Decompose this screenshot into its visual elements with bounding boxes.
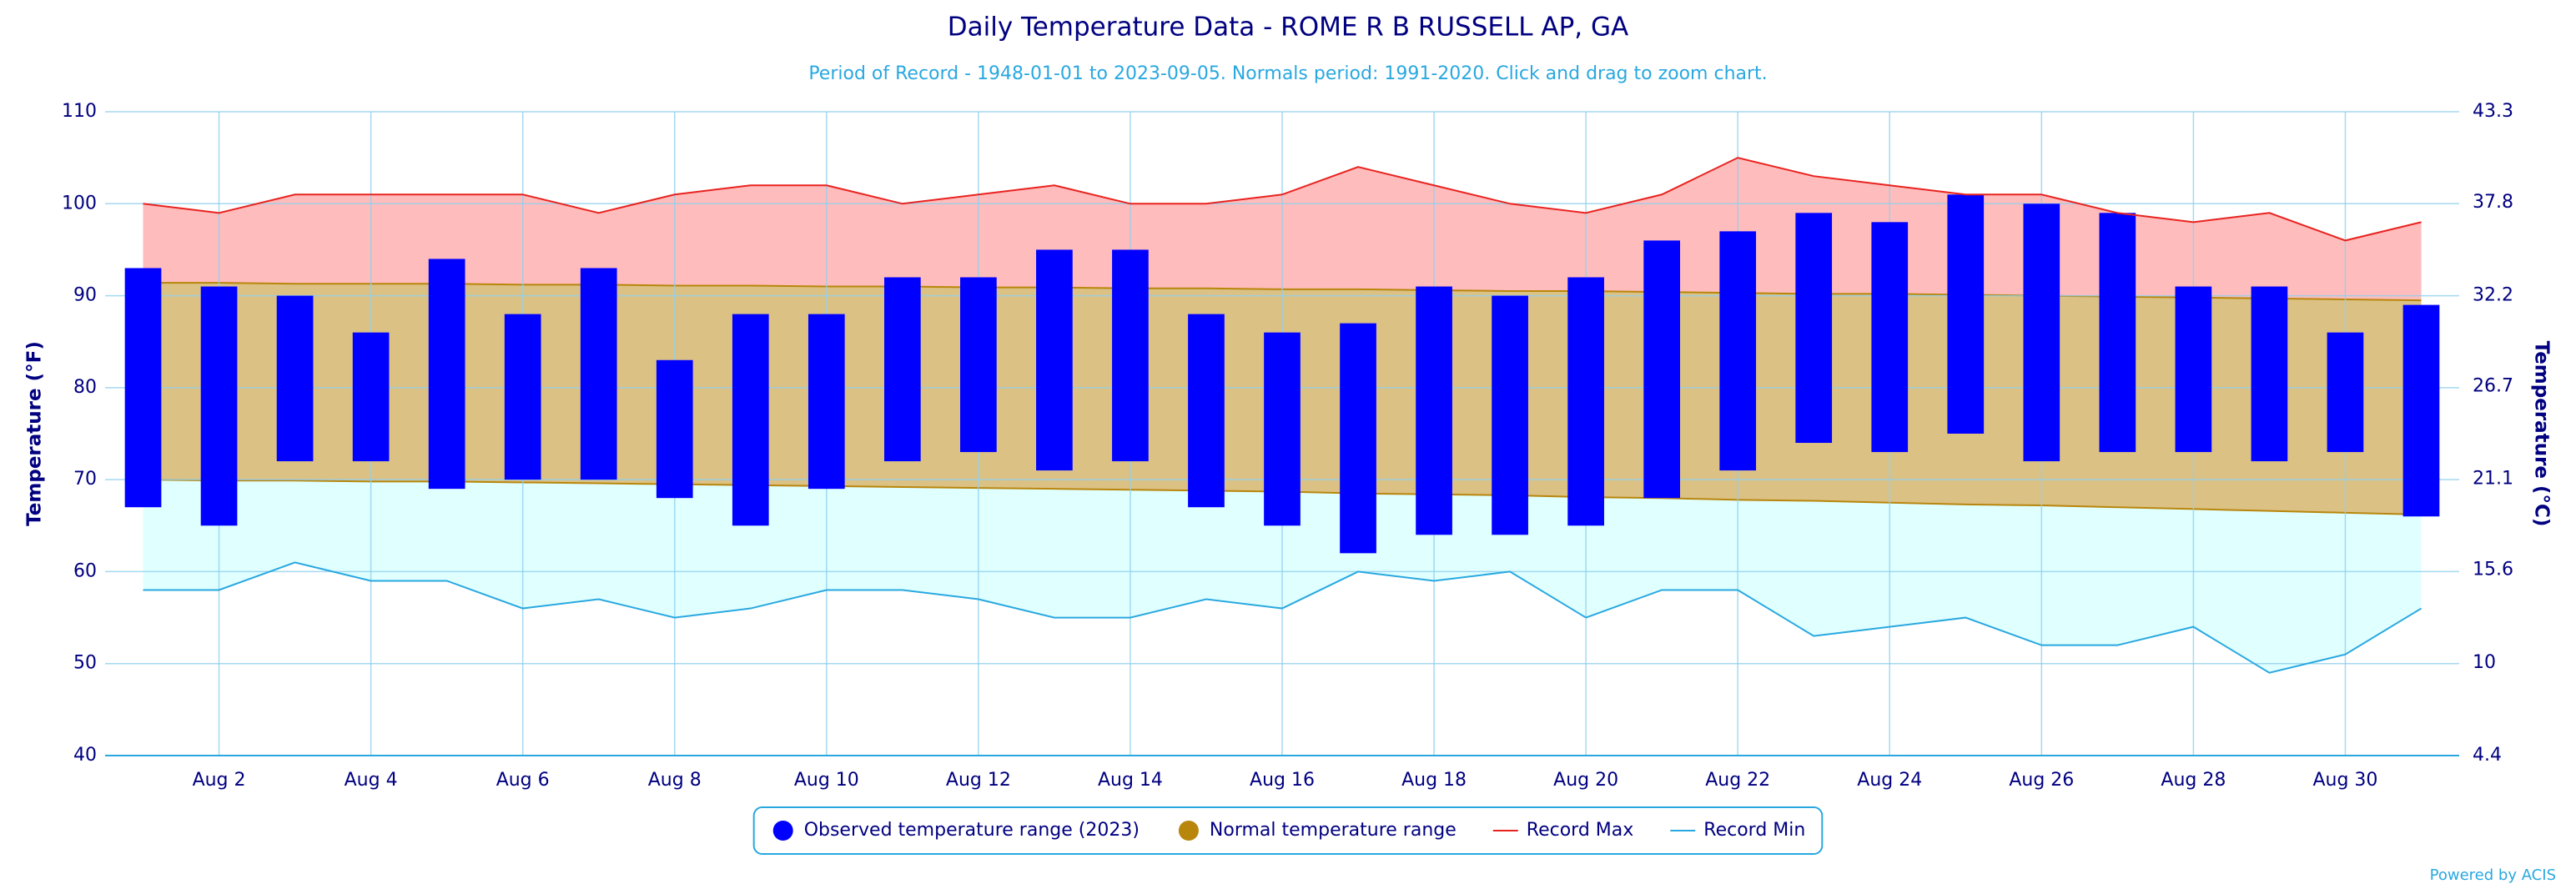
legend-label: Observed temperature range (2023) [804,820,1140,841]
observed-bar [1112,249,1149,462]
observed-bar [1795,213,1833,444]
observed-bar [960,277,997,453]
record-line [143,561,2423,674]
y2-tick-label: 15.6 [2473,560,2513,580]
observed-bar [656,359,693,499]
y2-tick-label: 26.7 [2473,375,2513,396]
y2-tick-label: 10 [2473,652,2496,673]
observed-bar [200,286,238,526]
observed-bar [124,268,162,508]
legend-item[interactable]: Record Min [1670,820,1805,841]
observed-bar [580,268,617,480]
legend-symbol [1178,821,1199,841]
y2-axis-title: Temperature (°C) [2531,341,2553,527]
chart-title: Daily Temperature Data - ROME R B RUSSEL… [948,13,1628,43]
y2-tick-label: 37.8 [2473,192,2513,213]
observed-bar [428,259,465,490]
legend-label: Normal temperature range [1210,820,1457,841]
record-line [143,157,2422,242]
y-axis-title: Temperature (°F) [24,341,46,526]
legend-item[interactable]: Normal temperature range [1178,820,1457,841]
x-tick-label: Aug 22 [1705,770,1770,791]
legend-symbol [772,821,793,841]
x-tick-label: Aug 4 [345,770,398,791]
observed-bar [1188,314,1225,508]
observed-bar [1416,286,1452,535]
x-tick-label: Aug 26 [2009,770,2074,791]
y-tick-label: 100 [62,193,97,213]
observed-bar [504,314,541,480]
observed-bar [276,295,314,462]
chart-subtitle: Period of Record - 1948-01-01 to 2023-09… [808,63,1767,84]
x-tick-label: Aug 14 [1098,770,1163,791]
x-tick-label: Aug 10 [794,770,859,791]
y2-tick-label: 21.1 [2473,469,2513,490]
x-tick-label: Aug 28 [2161,770,2226,791]
x-tick-label: Aug 8 [648,770,702,791]
y2-tick-label: 4.4 [2473,745,2502,766]
legend: Observed temperature range (2023) Normal … [752,806,1824,855]
y-tick-label: 90 [73,285,97,306]
x-tick-label: Aug 2 [193,770,246,791]
observed-bar [2402,304,2440,517]
observed-bar [2327,332,2364,453]
y-tick-label: 110 [62,101,97,122]
y-tick-label: 40 [73,745,97,766]
x-tick-label: Aug 6 [496,770,550,791]
observed-bar [2175,286,2212,453]
x-tick-label: Aug 16 [1250,770,1315,791]
legend-label: Record Max [1527,820,1634,841]
observed-bar [1947,194,1985,434]
observed-bar [1036,249,1073,471]
y-tick-label: 70 [73,469,97,490]
x-tick-label: Aug 30 [2312,770,2377,791]
observed-bar [2023,203,2060,462]
legend-label: Record Min [1703,820,1805,841]
observed-bar [1264,332,1301,526]
observed-bar [2251,286,2288,462]
x-tick-label: Aug 18 [1401,770,1467,791]
x-tick-label: Aug 20 [1553,770,1618,791]
observed-bar [808,314,845,490]
legend-box [752,806,1824,855]
y2-tick-label: 43.3 [2473,101,2513,122]
observed-bar [1340,323,1376,554]
observed-bar [1871,222,1909,453]
x-tick-label: Aug 12 [946,770,1011,791]
observed-bar [1643,240,1681,499]
observed-bar [1567,277,1604,526]
y2-tick-label: 32.2 [2473,284,2513,305]
legend-item[interactable]: Observed temperature range (2023) [772,820,1140,841]
credit[interactable]: Powered by ACIS [2430,866,2556,884]
legend-item[interactable]: Record Max [1492,820,1634,841]
observed-bar [1492,295,1528,535]
observed-bar [883,277,921,462]
x-tick-label: Aug 24 [1857,770,1922,791]
y-tick-label: 50 [73,653,97,674]
observed-bar [732,314,769,526]
observed-bar [1719,231,1757,471]
y-tick-label: 60 [73,560,97,581]
y-tick-label: 80 [73,377,97,398]
observed-bar [352,332,390,462]
observed-bar [2099,213,2136,453]
